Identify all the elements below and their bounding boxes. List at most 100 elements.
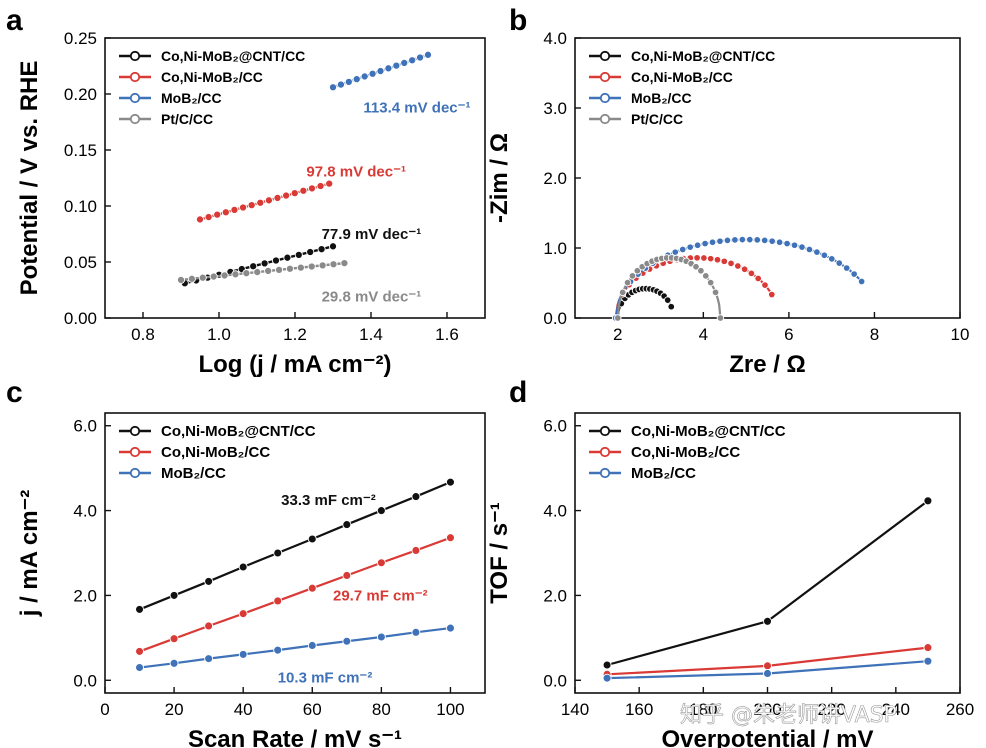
data-point-d [923,496,933,506]
legend-swatch-marker-d [599,467,611,479]
data-point-c [204,576,214,586]
legend-swatch-marker-d [599,446,611,458]
slope-annotation-a: 97.8 mV dec⁻¹ [306,163,406,180]
data-point-a [220,271,229,280]
data-point-b [760,236,769,245]
data-point-a [282,191,291,200]
capacitance-annotation-c: 33.3 mF cm⁻² [281,492,376,509]
data-point-b [700,254,708,262]
y-tick-label-a: 0.05 [64,253,97,272]
y-tick-label-a: 0.00 [64,309,97,328]
data-point-a [400,58,409,67]
series-curve-b [614,238,863,319]
data-point-b [702,272,710,280]
data-point-a [318,261,327,270]
data-point-b [775,238,784,246]
series-line-c [139,536,451,653]
data-point-c [342,520,352,530]
data-point-b [783,239,791,248]
panel-letter-c: c [6,376,23,409]
data-point-c [342,636,352,646]
data-point-a [283,253,292,262]
data-point-a [416,53,425,62]
series-line-c [139,626,451,669]
data-point-b [798,243,806,251]
data-point-b [734,262,742,270]
legend-entry-c: Co,Ni-MoB₂/CC [161,444,270,461]
data-point-a [221,208,230,217]
data-point-d [602,673,612,683]
y-tick-label-a: 0.10 [64,197,97,216]
legend-swatch-marker-c [129,425,141,437]
x-tick-label-b: 6 [784,325,793,344]
data-point-b [713,256,722,264]
data-point-b [747,269,756,278]
data-point-b [820,251,829,260]
y-tick-label-b: 1.0 [543,239,567,258]
x-tick-label-d: 200 [753,700,781,719]
data-point-a [306,247,315,257]
data-point-c [169,658,179,668]
panel-a-tafel-plot: 0.8 1.0 1.2 1.4 1.6 0.00 0.05 0.10 0.15 0.20 0.25 L… [16,29,486,378]
data-point-a [242,269,251,278]
x-axis-title-b: Zre / Ω [729,351,806,378]
data-point-c [446,533,455,543]
data-point-b [746,235,754,244]
x-tick-label-a: 0.8 [131,325,155,344]
slope-annotation-a: 29.8 mV dec⁻¹ [322,289,422,306]
x-tick-label-c: 60 [303,700,322,719]
x-tick-label-c: 80 [372,700,391,719]
watermark: 知乎 @朱老师讲VASP [680,703,897,728]
data-point-c [307,641,317,650]
x-axis-title-d: Overpotential / mV [661,726,873,748]
data-point-a [307,262,316,271]
data-point-b [723,236,732,245]
y-tick-label-d: 4.0 [543,502,567,521]
data-point-b [740,265,749,274]
data-point-c [411,546,421,555]
data-point-b [857,277,866,286]
x-tick-label-b: 4 [699,325,708,344]
data-point-b [708,238,717,246]
data-point-a [317,245,326,254]
data-point-c [204,621,214,631]
x-tick-label-d: 140 [561,700,589,719]
data-point-b [850,270,858,278]
data-point-a [198,273,207,282]
y-tick-label-b: 0.0 [543,309,567,328]
x-axis-title-c: Scan Rate / mV s⁻¹ [188,726,402,748]
x-tick-label-d: 240 [882,700,910,719]
series-line-a [199,182,330,221]
data-point-d [602,660,612,670]
data-point-a [253,268,262,277]
data-point-a [256,198,265,207]
x-tick-label-c: 20 [165,700,184,719]
x-tick-label-d: 180 [689,700,717,719]
data-point-d [923,643,933,653]
y-tick-label-c: 4.0 [73,502,97,521]
y-tick-label-b: 4.0 [543,29,567,48]
data-point-c [273,645,283,655]
data-point-a [213,210,222,219]
capacitance-annotation-c: 10.3 mF cm⁻² [278,669,373,686]
data-point-b [716,314,725,322]
data-point-a [187,274,196,283]
legend-entry-d: MoB₂/CC [631,465,696,482]
legend-swatch-marker-b [599,113,611,125]
x-tick-label-a: 1.0 [207,325,231,344]
y-tick-label-d: 2.0 [543,586,567,605]
y-axis-title-b: -Zim / Ω [486,133,513,223]
data-point-c [342,571,352,580]
data-point-d [763,661,772,671]
x-tick-label-a: 1.4 [359,325,383,344]
legend-entry-b: Co,Ni-MoB₂@CNT/CC [631,48,775,64]
data-point-a [392,61,401,70]
data-point-b [628,272,637,280]
data-point-b [693,241,702,249]
data-point-b [790,241,799,249]
data-point-a [249,262,258,271]
data-point-b [761,281,769,289]
panel-d-tof-plot: 140 160 180 200 220 240 260 0.0 2.0 4.0 6.0 Overpot… [486,412,974,748]
y-axis-title-d: TOF / s⁻¹ [486,502,513,604]
